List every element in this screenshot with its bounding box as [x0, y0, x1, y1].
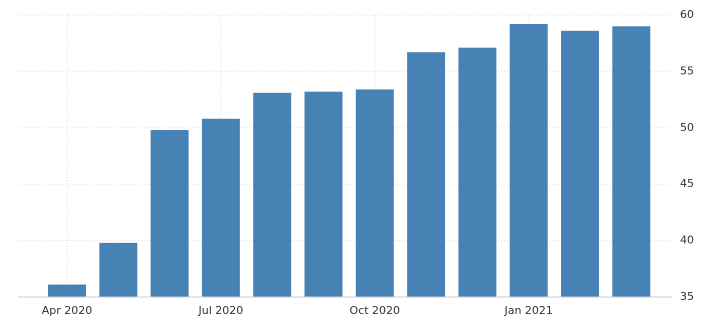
bar: [509, 24, 548, 298]
y-tick-label: 40: [680, 234, 694, 247]
x-tick-label: Jan 2021: [503, 304, 552, 317]
bar: [150, 130, 189, 297]
bar: [407, 52, 446, 297]
x-tick-label: Apr 2020: [42, 304, 93, 317]
y-tick-label: 35: [680, 290, 694, 303]
bar: [99, 242, 138, 297]
bar: [253, 92, 292, 297]
bar: [355, 89, 394, 297]
bar: [561, 30, 599, 298]
bar: [48, 284, 86, 297]
y-tick-label: 55: [680, 64, 694, 77]
x-tick-label: Oct 2020: [350, 304, 401, 317]
bar: [201, 118, 240, 297]
bar: [612, 26, 651, 298]
x-tick-label: Jul 2020: [198, 304, 244, 317]
bar: [458, 47, 497, 297]
y-tick-label: 50: [680, 121, 694, 134]
y-tick-label: 45: [680, 177, 694, 190]
y-tick-label: 60: [680, 8, 694, 21]
bar: [304, 91, 343, 297]
